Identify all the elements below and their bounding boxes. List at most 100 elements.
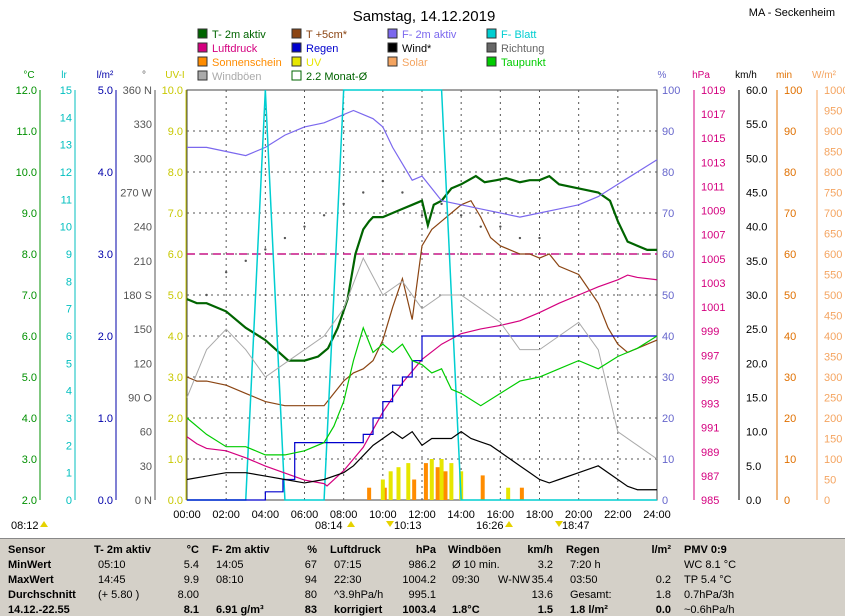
tick-label: 10 (60, 222, 72, 234)
tick-label: 9 (66, 249, 72, 261)
direction-point (440, 202, 443, 206)
stats-value: 9.9 (183, 574, 199, 586)
tick-label: 1013 (701, 157, 725, 169)
tick-label: 40 (662, 331, 674, 343)
stats-time: 05:10 (98, 559, 126, 571)
stats-value: 8.00 (177, 589, 199, 601)
tick-label: 2.0 (22, 495, 37, 507)
legend-label: T- 2m aktiv (212, 29, 266, 41)
tick-label: 999 (701, 326, 719, 338)
tick-label: 120 (134, 358, 152, 370)
tick-label: 700 (824, 208, 842, 220)
tick-label: 5.0 (746, 461, 761, 473)
series-line-t-2m-aktiv (186, 174, 657, 362)
stats-value: 995.1 (408, 589, 436, 601)
stats-row-label: 14.12.-22.55 (8, 604, 70, 616)
tick-label: 0.0 (746, 495, 761, 507)
series-line-wind- (186, 430, 657, 491)
tick-label: 1005 (701, 254, 725, 266)
tick-label: 50 (824, 475, 836, 487)
tick-label: 997 (701, 350, 719, 362)
legend-swatch (197, 70, 208, 81)
stats-value: 67 (304, 559, 317, 571)
axis-unit: °C (23, 70, 34, 81)
tick-label: 993 (701, 399, 719, 411)
tick-label: 250 (824, 393, 842, 405)
axes: °C12.011.010.09.08.07.06.05.04.03.02.0lr… (16, 70, 845, 507)
stats-value: 1.8 (655, 589, 671, 601)
tick-label: 900 (824, 126, 842, 138)
legend-label: T +5cm* (306, 29, 348, 41)
stats-value: 5.4 (183, 559, 199, 571)
stats-row-label: MaxWert (8, 574, 54, 586)
tick-label: 100 (824, 454, 842, 466)
bar-sonnenschein (519, 487, 524, 500)
legend-label: F- 2m aktiv (402, 29, 457, 41)
legend-label: Solar (402, 57, 428, 69)
legend-label: Luftdruck (212, 43, 258, 55)
tick-label: 400 (824, 331, 842, 343)
tick-label: 20 (662, 413, 674, 425)
legend-swatch (387, 28, 398, 39)
tick-label: 200 (824, 413, 842, 425)
tick-label: 1001 (701, 302, 725, 314)
stats-direction: W-NW (498, 574, 531, 586)
tick-label: 60 (784, 249, 796, 261)
tick-label: 3 (66, 413, 72, 425)
stats-header: F- 2m aktiv (212, 544, 270, 556)
bar-sonnenschein (480, 475, 485, 500)
series-line-windb-en (186, 256, 658, 460)
tick-label: 12.0 (16, 85, 37, 97)
tick-label: 35.0 (746, 256, 767, 268)
direction-point (342, 202, 345, 206)
stats-time: (+ 5.80 ) (98, 589, 140, 601)
tick-label: 985 (701, 495, 719, 507)
tick-label: 40 (784, 331, 796, 343)
legend-swatch (486, 28, 497, 39)
direction-point (401, 191, 404, 194)
direction-point (303, 225, 306, 228)
noon-icon (386, 521, 394, 527)
bar-uv (396, 467, 401, 500)
tick-label: 210 (134, 256, 152, 268)
tick-label: 8.0 (168, 167, 183, 179)
direction-point (499, 225, 502, 228)
bar-sonnenschein (412, 479, 417, 500)
tick-label: 0 N (135, 495, 152, 507)
axis-unit: ° (142, 70, 146, 81)
tick-label: 90 (662, 126, 674, 138)
tick-label: 7.0 (22, 290, 37, 302)
bar-sonnenschein (423, 463, 428, 500)
stats-time: Gesamt: (570, 589, 612, 601)
stats-unit: l/m² (651, 544, 671, 556)
tick-label: 150 (824, 434, 842, 446)
stats-value: 94 (304, 574, 317, 586)
stats-time: 09:30 (452, 574, 480, 586)
stats-header: Sensor (8, 544, 46, 556)
x-tick-label: 12:00 (408, 509, 436, 521)
tick-label: 100 (662, 85, 680, 97)
stats-value: 80 (304, 589, 317, 601)
tick-label: 2.0 (98, 331, 113, 343)
tick-label: 4.0 (22, 413, 37, 425)
direction-point (459, 214, 463, 217)
tick-label: 330 (134, 119, 152, 131)
tick-label: 10.0 (746, 427, 767, 439)
legend-swatch (291, 56, 302, 67)
tick-label: 991 (701, 423, 719, 435)
series-line-f-blatt (187, 89, 657, 501)
tick-label: 0.0 (168, 495, 183, 507)
stats-value: 986.2 (408, 559, 436, 571)
tick-label: 7.0 (168, 208, 183, 220)
chart-title: Samstag, 14.12.2019 (353, 8, 496, 25)
tick-label: 90 (784, 126, 796, 138)
tick-label: 90 O (128, 393, 152, 405)
stats-header: PMV 0:9 (684, 544, 727, 556)
tick-label: 60.0 (746, 85, 767, 97)
x-axis: 00:00 02:00 04:00 06:00 08:00 10:00 12:00 14:00… (173, 509, 671, 521)
sunrise-left-label: 08:12 (11, 520, 39, 532)
sunset-icon (505, 521, 513, 527)
stats-unit: hPa (415, 544, 436, 556)
stats-col-rain: Regen l/m² 7:20 h 03:50 0.2 Gesamt: 1.8 1.8… (566, 543, 671, 616)
tick-label: 240 (134, 222, 152, 234)
